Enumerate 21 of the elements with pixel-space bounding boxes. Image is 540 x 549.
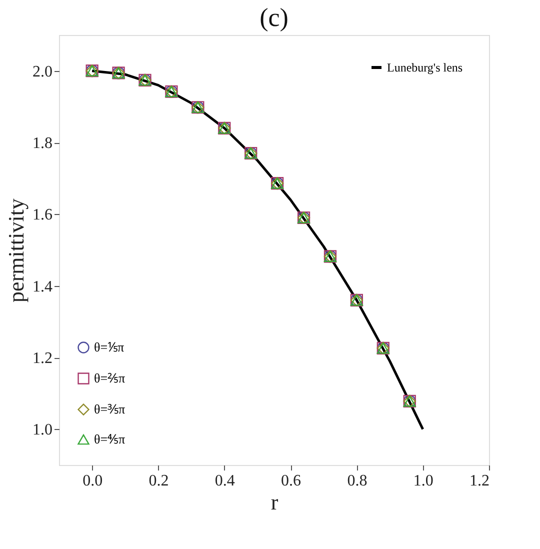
legend-label: θ=⅘π bbox=[94, 432, 126, 446]
y-tick-label: 1.6 bbox=[32, 206, 52, 224]
x-tick-label: 0.0 bbox=[82, 472, 103, 490]
y-tick-label: 1.8 bbox=[32, 135, 52, 152]
y-tick-label: 1.0 bbox=[32, 422, 52, 439]
chart-title: (c) bbox=[260, 3, 288, 32]
x-tick-label: 1.2 bbox=[470, 472, 490, 490]
legend-label: θ=⅗π bbox=[94, 402, 126, 416]
x-axis-title: r bbox=[270, 490, 279, 514]
y-tick-label: 2.0 bbox=[32, 63, 52, 80]
x-tick-label: 0.2 bbox=[148, 472, 169, 490]
x-tick-label: 0.8 bbox=[347, 472, 368, 490]
x-tick-label: 0.4 bbox=[214, 472, 235, 490]
legend-label: θ=⅖π bbox=[94, 370, 126, 386]
legend-label: θ=⅕π bbox=[94, 340, 125, 354]
x-tick-label: 0.6 bbox=[281, 472, 302, 490]
y-axis-title: permittivity bbox=[4, 198, 28, 302]
y-tick-label: 1.4 bbox=[32, 278, 52, 296]
x-tick-label: 1.0 bbox=[413, 472, 434, 490]
legend-label: Luneburg's lens bbox=[387, 60, 463, 74]
y-tick-label: 1.2 bbox=[32, 350, 52, 367]
